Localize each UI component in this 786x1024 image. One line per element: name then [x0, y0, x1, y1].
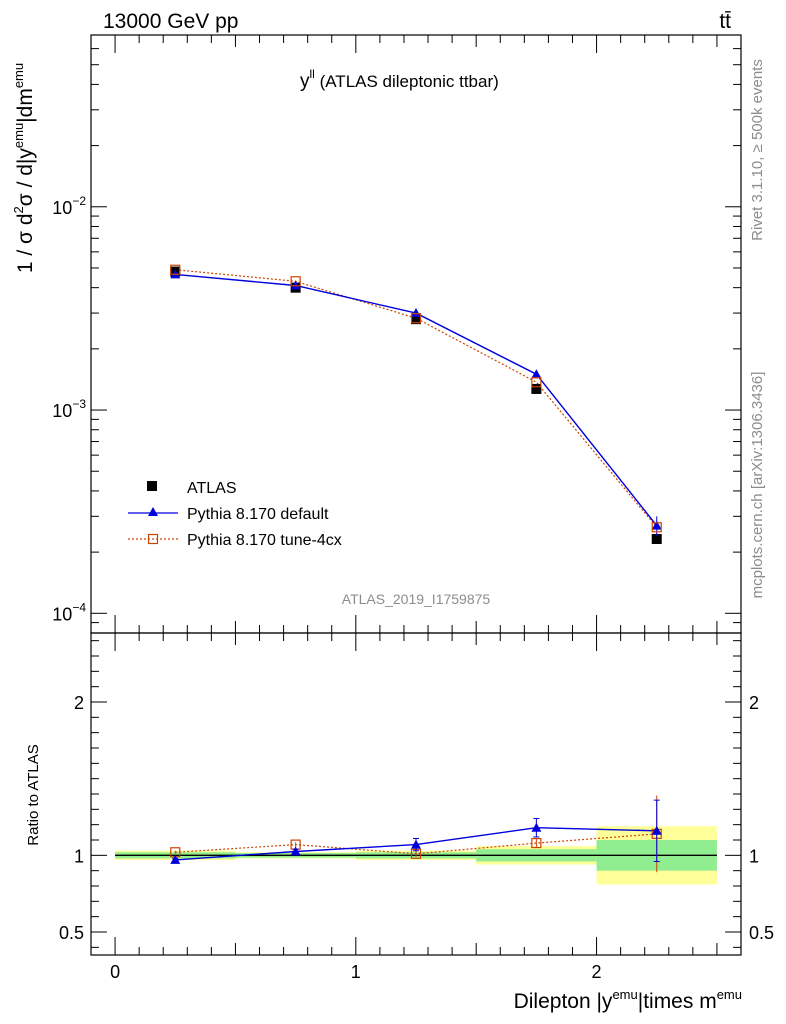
ratio-y-tick-label-right: 2	[749, 693, 759, 713]
plot-title: yll (ATLAS dileptonic ttbar)	[300, 67, 499, 92]
upper-y-tick-label: 10−4	[52, 600, 86, 624]
ratio-y-tick-label-left: 0.5	[59, 923, 84, 943]
ratio-default-point	[531, 822, 542, 832]
x-axis-label: Dilepton |yemu|times memu	[514, 987, 742, 1013]
legend-default-marker	[148, 507, 158, 516]
axis-ticks	[91, 34, 741, 955]
atlas-point	[531, 383, 542, 394]
x-tick-label: 0	[110, 962, 120, 982]
legend-atlas-marker	[147, 481, 157, 491]
ratio-default-point	[170, 854, 181, 864]
default-point	[411, 308, 421, 318]
legend-default-label: Pythia 8.170 default	[187, 506, 329, 523]
tune-4cx-line	[175, 269, 658, 528]
x-tick-label: 2	[592, 962, 602, 982]
atlas-point	[411, 314, 421, 325]
default-point	[651, 520, 662, 530]
ratio-y-tick-label-right: 1	[749, 846, 759, 866]
upper-y-tick-label: 10−3	[52, 397, 86, 421]
header-left: 13000 GeV pp	[103, 10, 238, 33]
default-point	[290, 280, 301, 290]
upper-y-tick-label: 10−2	[52, 194, 86, 218]
x-tick-label: 1	[351, 962, 361, 982]
legend-tune-marker	[147, 533, 159, 545]
ratio-y-axis-label: Ratio to ATLAS	[25, 744, 42, 845]
rivet-version-label: Rivet 3.1.10, ≥ 500k events	[749, 59, 766, 241]
default-point	[531, 369, 542, 379]
ratio-y-tick-label-left: 2	[74, 693, 84, 713]
legend-tune-label: Pythia 8.170 tune-4cx	[187, 532, 342, 549]
axis-tick-labels: 10−2 10−3 10−4 0 1 2 2 2 1 1 0.5 0.5	[52, 194, 774, 982]
mcplots-source-label: mcplots.cern.ch [arXiv:1306.3436]	[749, 372, 766, 599]
header-right: tt̄	[719, 10, 731, 33]
legend: ATLAS Pythia 8.170 default Pythia 8.170 …	[128, 480, 342, 549]
ratio-default-point	[651, 825, 662, 835]
tune-4cx-point	[531, 377, 542, 388]
ratio-y-tick-label-left: 1	[74, 846, 84, 866]
atlas-point	[651, 534, 662, 545]
upper-y-axis-label: 1 / σ d2σ / d|yemu|dmemu	[11, 63, 37, 273]
analysis-watermark: ATLAS_2019_I1759875	[342, 591, 491, 607]
ratio-y-tick-label-right: 0.5	[749, 923, 774, 943]
tune-4cx-point	[410, 313, 422, 324]
tune-4cx-point	[290, 276, 301, 287]
ratio-tune-4cx-point	[531, 837, 542, 849]
tune-4cx-point	[651, 522, 662, 533]
data-series	[170, 264, 662, 873]
ratio-default-point	[411, 839, 421, 849]
ratio-default-point	[290, 846, 301, 856]
legend-atlas-label: ATLAS	[187, 480, 237, 497]
tune-4cx-point	[170, 264, 181, 275]
ratio-panel-frame	[90, 632, 742, 956]
